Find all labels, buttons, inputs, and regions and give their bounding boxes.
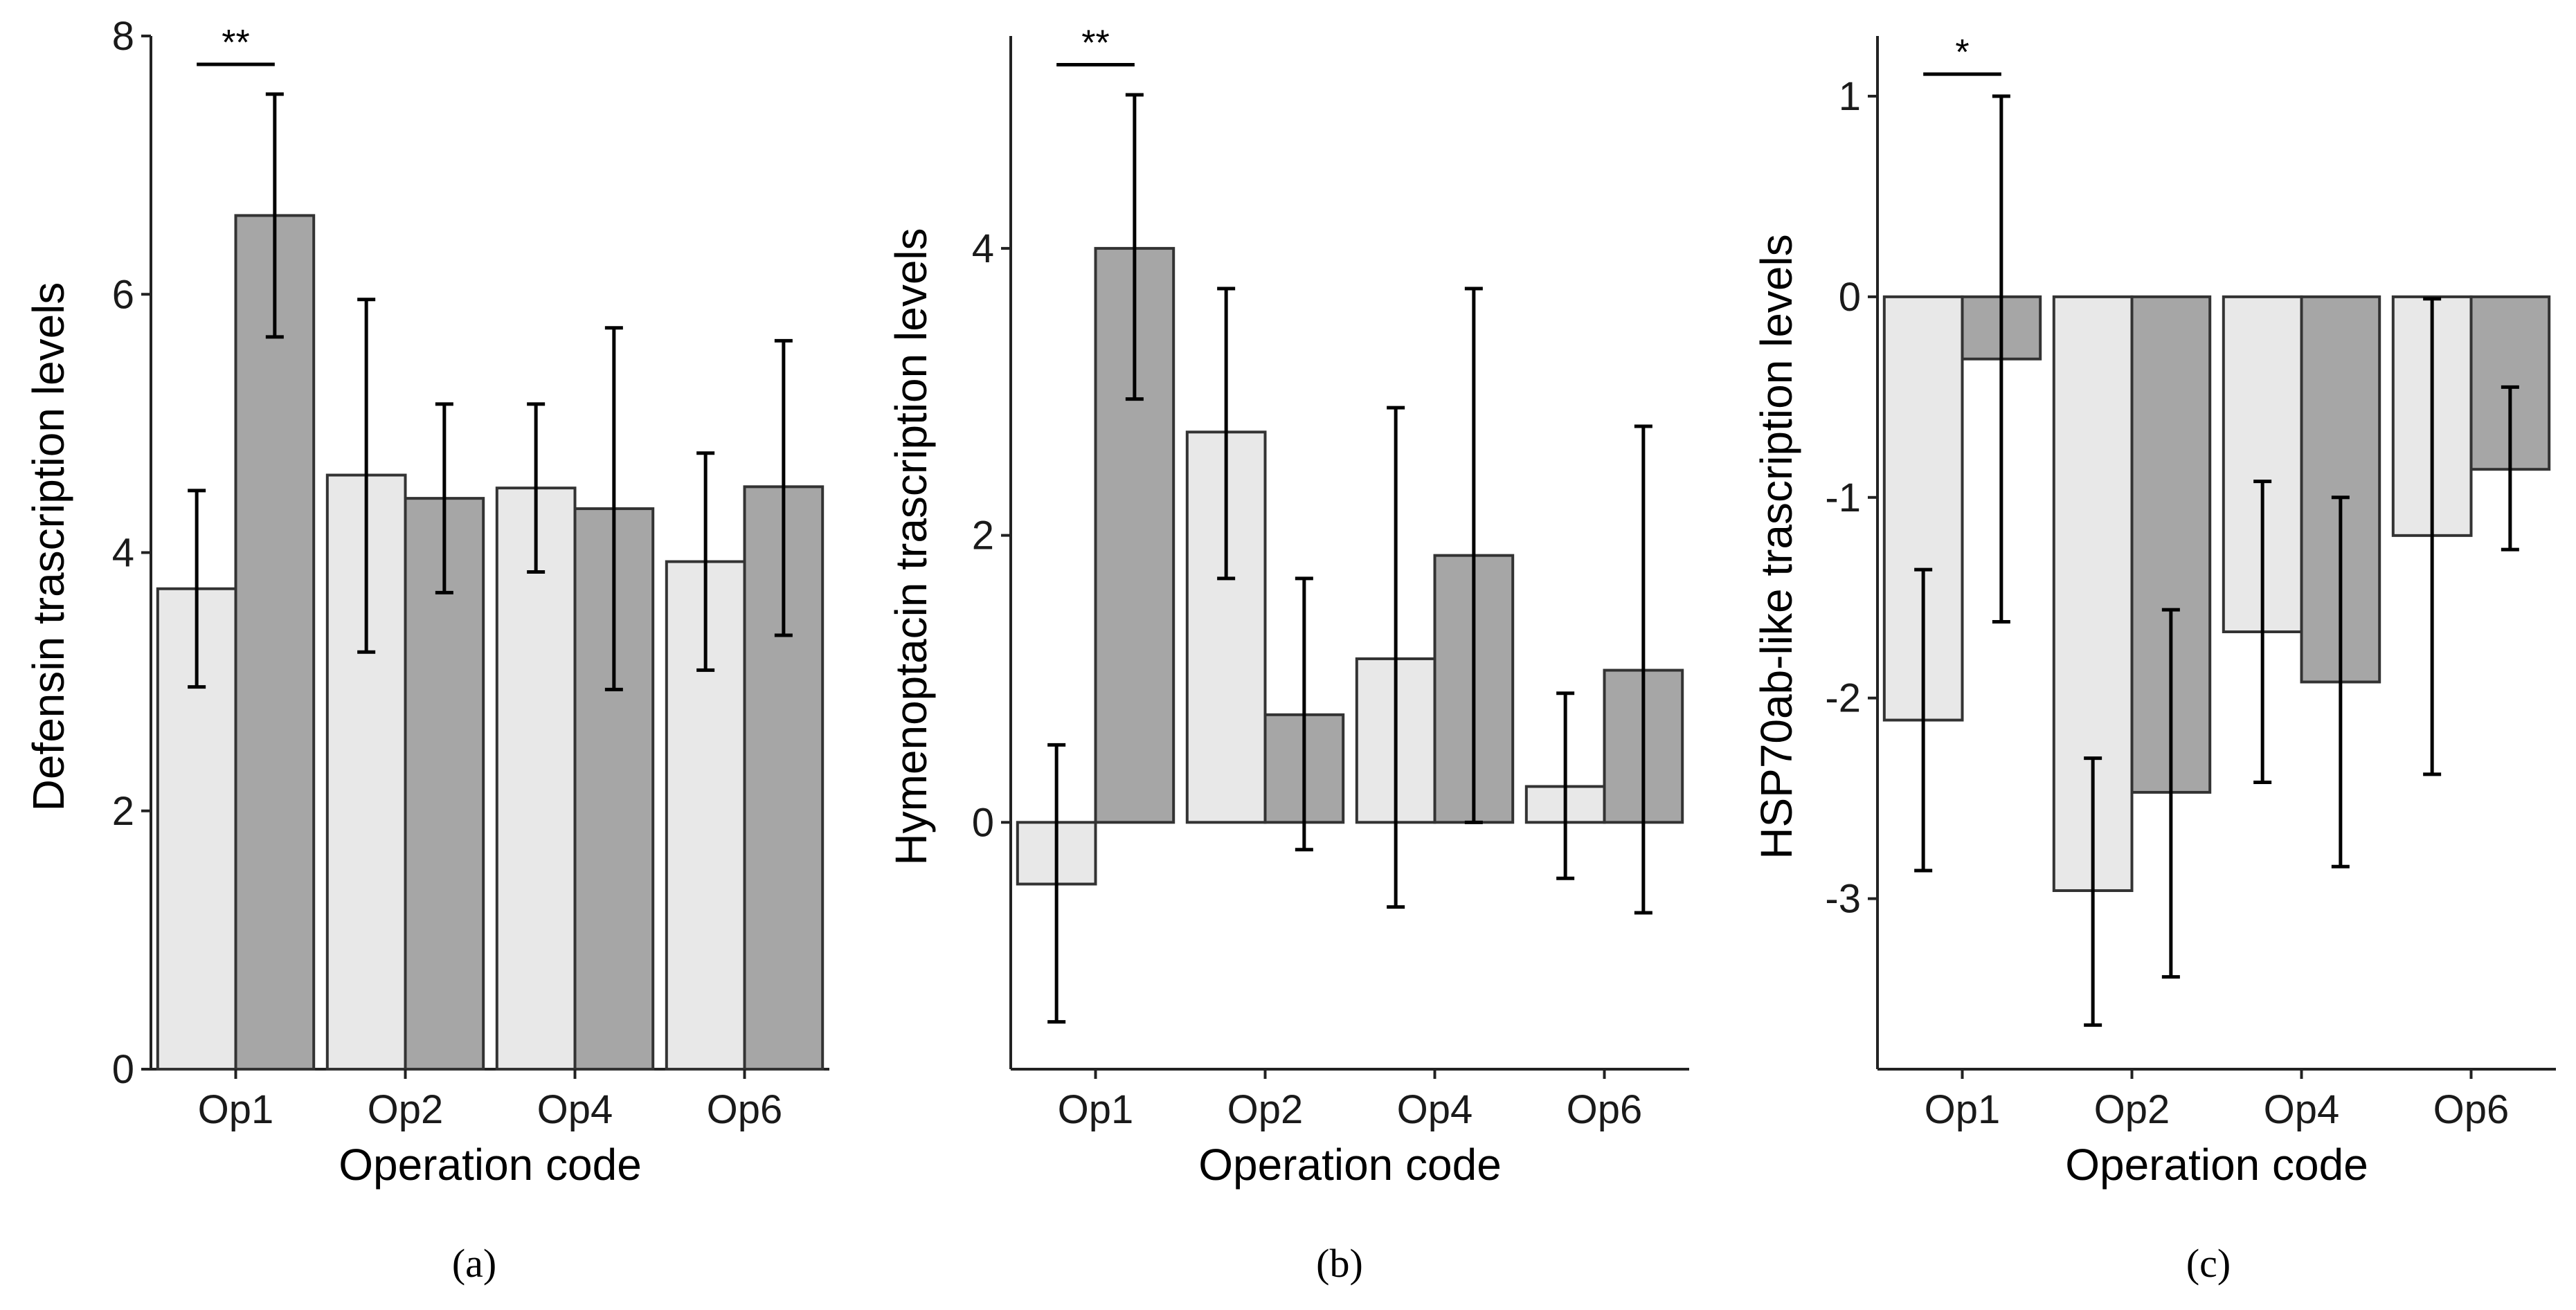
x-tick-label-op1: Op1 (1925, 1087, 2001, 1132)
y-tick-label: 4 (112, 531, 134, 576)
panel-label: (b) (1316, 1241, 1363, 1286)
x-tick-label-op1: Op1 (198, 1087, 274, 1132)
x-tick-label-op4: Op4 (2264, 1087, 2340, 1132)
x-tick-label-op2: Op2 (368, 1087, 444, 1132)
y-tick-label: 0 (1839, 275, 1861, 320)
y-tick-label: -2 (1825, 676, 1861, 721)
x-axis-title: Operation code (1198, 1140, 1502, 1190)
y-tick-label: -1 (1825, 475, 1861, 520)
y-tick-label: 8 (112, 14, 134, 59)
x-tick-label-op6: Op6 (707, 1087, 783, 1132)
panel-label: (c) (2186, 1241, 2231, 1286)
y-axis-title: Hymenoptacin trascription levels (886, 228, 936, 865)
chart-panel-c: -3 -2 -1 0 1 Op1 Op2 Op4 Op6 * Operation code HSP70… (1751, 33, 2556, 1286)
x-tick-label-op6: Op6 (2433, 1087, 2510, 1132)
x-tick-label-op4: Op4 (1397, 1087, 1473, 1132)
x-tick-label-op2: Op2 (1227, 1087, 1304, 1132)
significance-label: ** (222, 23, 249, 63)
significance-label: ** (1081, 23, 1109, 63)
y-axis-title: Defensin trascription levels (24, 282, 73, 812)
y-tick-label: 0 (112, 1047, 134, 1092)
chart-panel-a: 0 2 4 6 8 Op1 Op2 Op4 Op6 ** Operation code Defensi… (24, 14, 829, 1286)
y-tick-label: 4 (972, 226, 994, 271)
x-tick-label-op2: Op2 (2094, 1087, 2170, 1132)
x-axis-title: Operation code (2065, 1140, 2368, 1190)
chart-panel-b: 0 2 4 Op1 Op2 Op4 Op6 ** Operation code Hymenopta… (886, 23, 1689, 1286)
x-tick-label-op6: Op6 (1567, 1087, 1643, 1132)
bar-dark-op1 (234, 214, 316, 1071)
y-tick-label: 0 (972, 800, 994, 845)
x-axis-title: Operation code (339, 1140, 642, 1190)
y-axis-title: HSP70ab-like trascription levels (1751, 234, 1801, 859)
y-tick-label: -3 (1825, 877, 1861, 922)
significance-label: * (1955, 33, 1969, 73)
y-tick-label: 1 (1839, 74, 1861, 119)
panel-label: (a) (452, 1241, 496, 1286)
x-tick-label-op4: Op4 (537, 1087, 613, 1132)
bar-light-op4 (495, 486, 577, 1071)
x-tick-label-op1: Op1 (1058, 1087, 1134, 1132)
y-tick-label: 2 (112, 789, 134, 834)
y-tick-label: 2 (972, 513, 994, 558)
y-tick-label: 6 (112, 272, 134, 317)
